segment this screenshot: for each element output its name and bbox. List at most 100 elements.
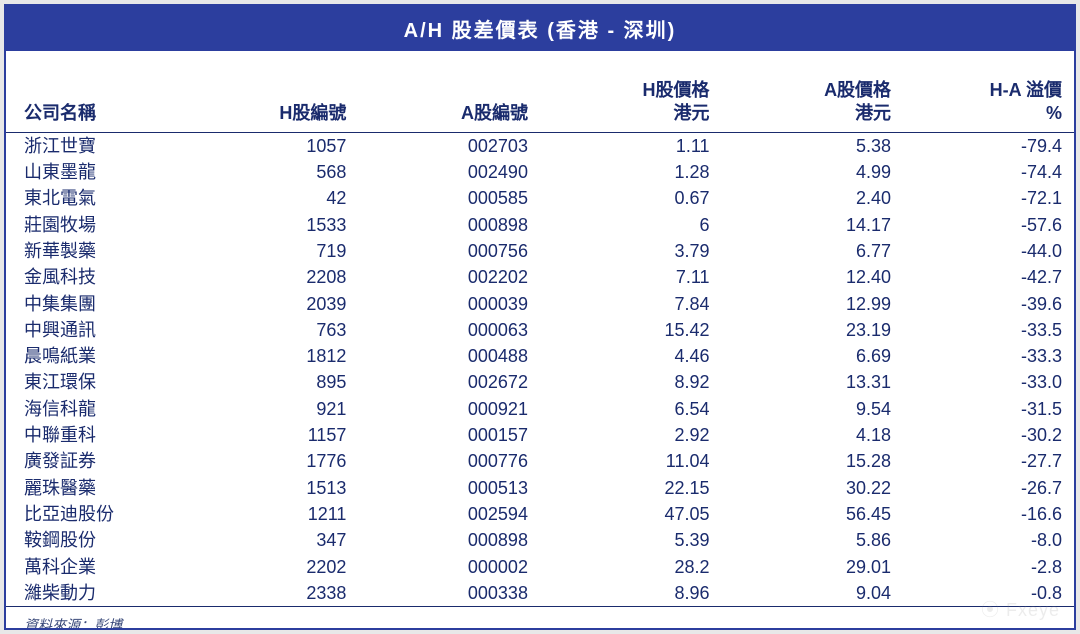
cell-name: 海信科龍 [6,396,198,422]
cell-hcode: 2208 [198,264,358,290]
table-row: 東江環保8950026728.9213.31-33.0 [6,369,1074,395]
cell-premium: -33.5 [903,317,1074,343]
cell-acode: 000898 [358,212,540,238]
table-row: 海信科龍9210009216.549.54-31.5 [6,396,1074,422]
table-body: 浙江世寶10570027031.115.38-79.4山東墨龍568002490… [6,132,1074,606]
table-row: 濰柴動力23380003388.969.04-0.8 [6,580,1074,607]
table-row: 晨鳴紙業18120004884.466.69-33.3 [6,343,1074,369]
cell-name: 晨鳴紙業 [6,343,198,369]
table-title: A/H 股差價表 (香港 - 深圳) [6,6,1074,51]
table-row: 中興通訊76300006315.4223.19-33.5 [6,317,1074,343]
cell-hprice: 2.92 [540,422,722,448]
cell-hcode: 1776 [198,448,358,474]
cell-hcode: 763 [198,317,358,343]
col-header-name: 公司名稱 [6,65,198,132]
cell-premium: -26.7 [903,475,1074,501]
cell-hprice: 8.96 [540,580,722,607]
cell-acode: 000921 [358,396,540,422]
cell-acode: 000776 [358,448,540,474]
cell-aprice: 15.28 [722,448,904,474]
cell-aprice: 29.01 [722,554,904,580]
cell-hcode: 921 [198,396,358,422]
cell-hprice: 47.05 [540,501,722,527]
cell-premium: -8.0 [903,527,1074,553]
cell-acode: 000063 [358,317,540,343]
cell-hprice: 6.54 [540,396,722,422]
cell-hprice: 5.39 [540,527,722,553]
cell-aprice: 9.54 [722,396,904,422]
cell-acode: 002202 [358,264,540,290]
table-row: 麗珠醫藥151300051322.1530.22-26.7 [6,475,1074,501]
cell-acode: 002672 [358,369,540,395]
cell-name: 中聯重科 [6,422,198,448]
cell-hcode: 1057 [198,132,358,159]
cell-hcode: 347 [198,527,358,553]
cell-hcode: 719 [198,238,358,264]
cell-aprice: 4.99 [722,159,904,185]
table-row: 山東墨龍5680024901.284.99-74.4 [6,159,1074,185]
cell-name: 比亞迪股份 [6,501,198,527]
cell-premium: -16.6 [903,501,1074,527]
cell-hcode: 42 [198,185,358,211]
cell-premium: -44.0 [903,238,1074,264]
cell-hprice: 3.79 [540,238,722,264]
cell-acode: 000338 [358,580,540,607]
cell-acode: 000157 [358,422,540,448]
cell-name: 中集集團 [6,291,198,317]
cell-name: 廣發証券 [6,448,198,474]
cell-aprice: 12.99 [722,291,904,317]
cell-name: 新華製藥 [6,238,198,264]
cell-acode: 000898 [358,527,540,553]
cell-hcode: 895 [198,369,358,395]
cell-name: 東北電氣 [6,185,198,211]
table-row: 比亞迪股份121100259447.0556.45-16.6 [6,501,1074,527]
cell-hprice: 0.67 [540,185,722,211]
cell-hcode: 1157 [198,422,358,448]
cell-hprice: 8.92 [540,369,722,395]
cell-premium: -72.1 [903,185,1074,211]
table-row: 中集集團20390000397.8412.99-39.6 [6,291,1074,317]
cell-aprice: 12.40 [722,264,904,290]
cell-acode: 000756 [358,238,540,264]
col-header-acode: A股編號 [358,65,540,132]
cell-name: 莊園牧場 [6,212,198,238]
table-row: 金風科技22080022027.1112.40-42.7 [6,264,1074,290]
table-row: 中聯重科11570001572.924.18-30.2 [6,422,1074,448]
table-row: 廣發証券177600077611.0415.28-27.7 [6,448,1074,474]
cell-premium: -79.4 [903,132,1074,159]
col-header-premium: H-A 溢價 % [903,65,1074,132]
cell-hprice: 7.11 [540,264,722,290]
cell-premium: -42.7 [903,264,1074,290]
cell-hprice: 28.2 [540,554,722,580]
col-header-hcode: H股編號 [198,65,358,132]
table-row: 浙江世寶10570027031.115.38-79.4 [6,132,1074,159]
stock-table: 公司名稱 H股編號 A股編號 H股價格 港元 A股價格 港元 [6,51,1074,630]
table-row: 新華製藥7190007563.796.77-44.0 [6,238,1074,264]
table-row: 莊園牧場1533000898614.17-57.6 [6,212,1074,238]
cell-hcode: 1513 [198,475,358,501]
table-header-row: 公司名稱 H股編號 A股編號 H股價格 港元 A股價格 港元 [6,65,1074,132]
cell-premium: -33.0 [903,369,1074,395]
source-note: 資料來源：彭博 [6,607,1074,630]
cell-name: 麗珠醫藥 [6,475,198,501]
cell-premium: -2.8 [903,554,1074,580]
table-row: 東北電氣420005850.672.40-72.1 [6,185,1074,211]
cell-acode: 000039 [358,291,540,317]
col-header-hprice: H股價格 港元 [540,65,722,132]
cell-premium: -33.3 [903,343,1074,369]
table-row: 鞍鋼股份3470008985.395.86-8.0 [6,527,1074,553]
cell-name: 濰柴動力 [6,580,198,607]
cell-aprice: 6.77 [722,238,904,264]
cell-hcode: 2202 [198,554,358,580]
cell-aprice: 30.22 [722,475,904,501]
cell-hprice: 22.15 [540,475,722,501]
cell-name: 金風科技 [6,264,198,290]
cell-premium: -74.4 [903,159,1074,185]
cell-premium: -27.7 [903,448,1074,474]
cell-aprice: 4.18 [722,422,904,448]
cell-aprice: 2.40 [722,185,904,211]
cell-aprice: 14.17 [722,212,904,238]
cell-hprice: 11.04 [540,448,722,474]
cell-acode: 000488 [358,343,540,369]
cell-premium: -30.2 [903,422,1074,448]
